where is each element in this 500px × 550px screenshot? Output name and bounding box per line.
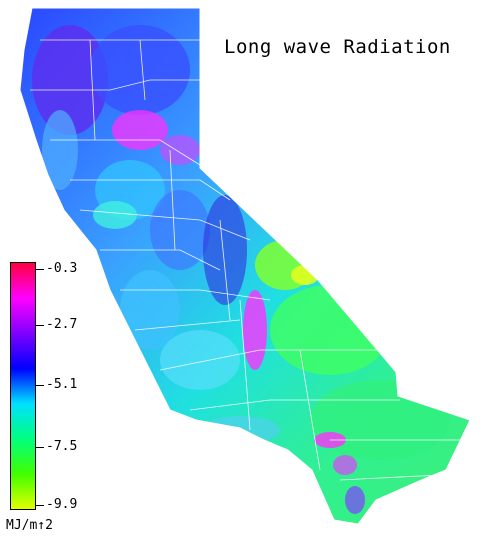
- legend-tick: [36, 385, 44, 386]
- legend-tick: [36, 447, 44, 448]
- legend-tick: [36, 269, 44, 270]
- legend-tick: [36, 505, 44, 506]
- legend-tick-label: -5.1: [46, 377, 78, 392]
- legend-tick-label: -9.9: [46, 497, 78, 512]
- legend-tick-label: -0.3: [46, 261, 78, 276]
- legend-tick-label: -7.5: [46, 439, 78, 454]
- legend-tick: [36, 325, 44, 326]
- color-scale-bar: [10, 262, 36, 510]
- map-title: Long wave Radiation: [224, 36, 451, 58]
- legend-units: MJ/m↑2: [6, 518, 53, 533]
- legend-tick-label: -2.7: [46, 317, 78, 332]
